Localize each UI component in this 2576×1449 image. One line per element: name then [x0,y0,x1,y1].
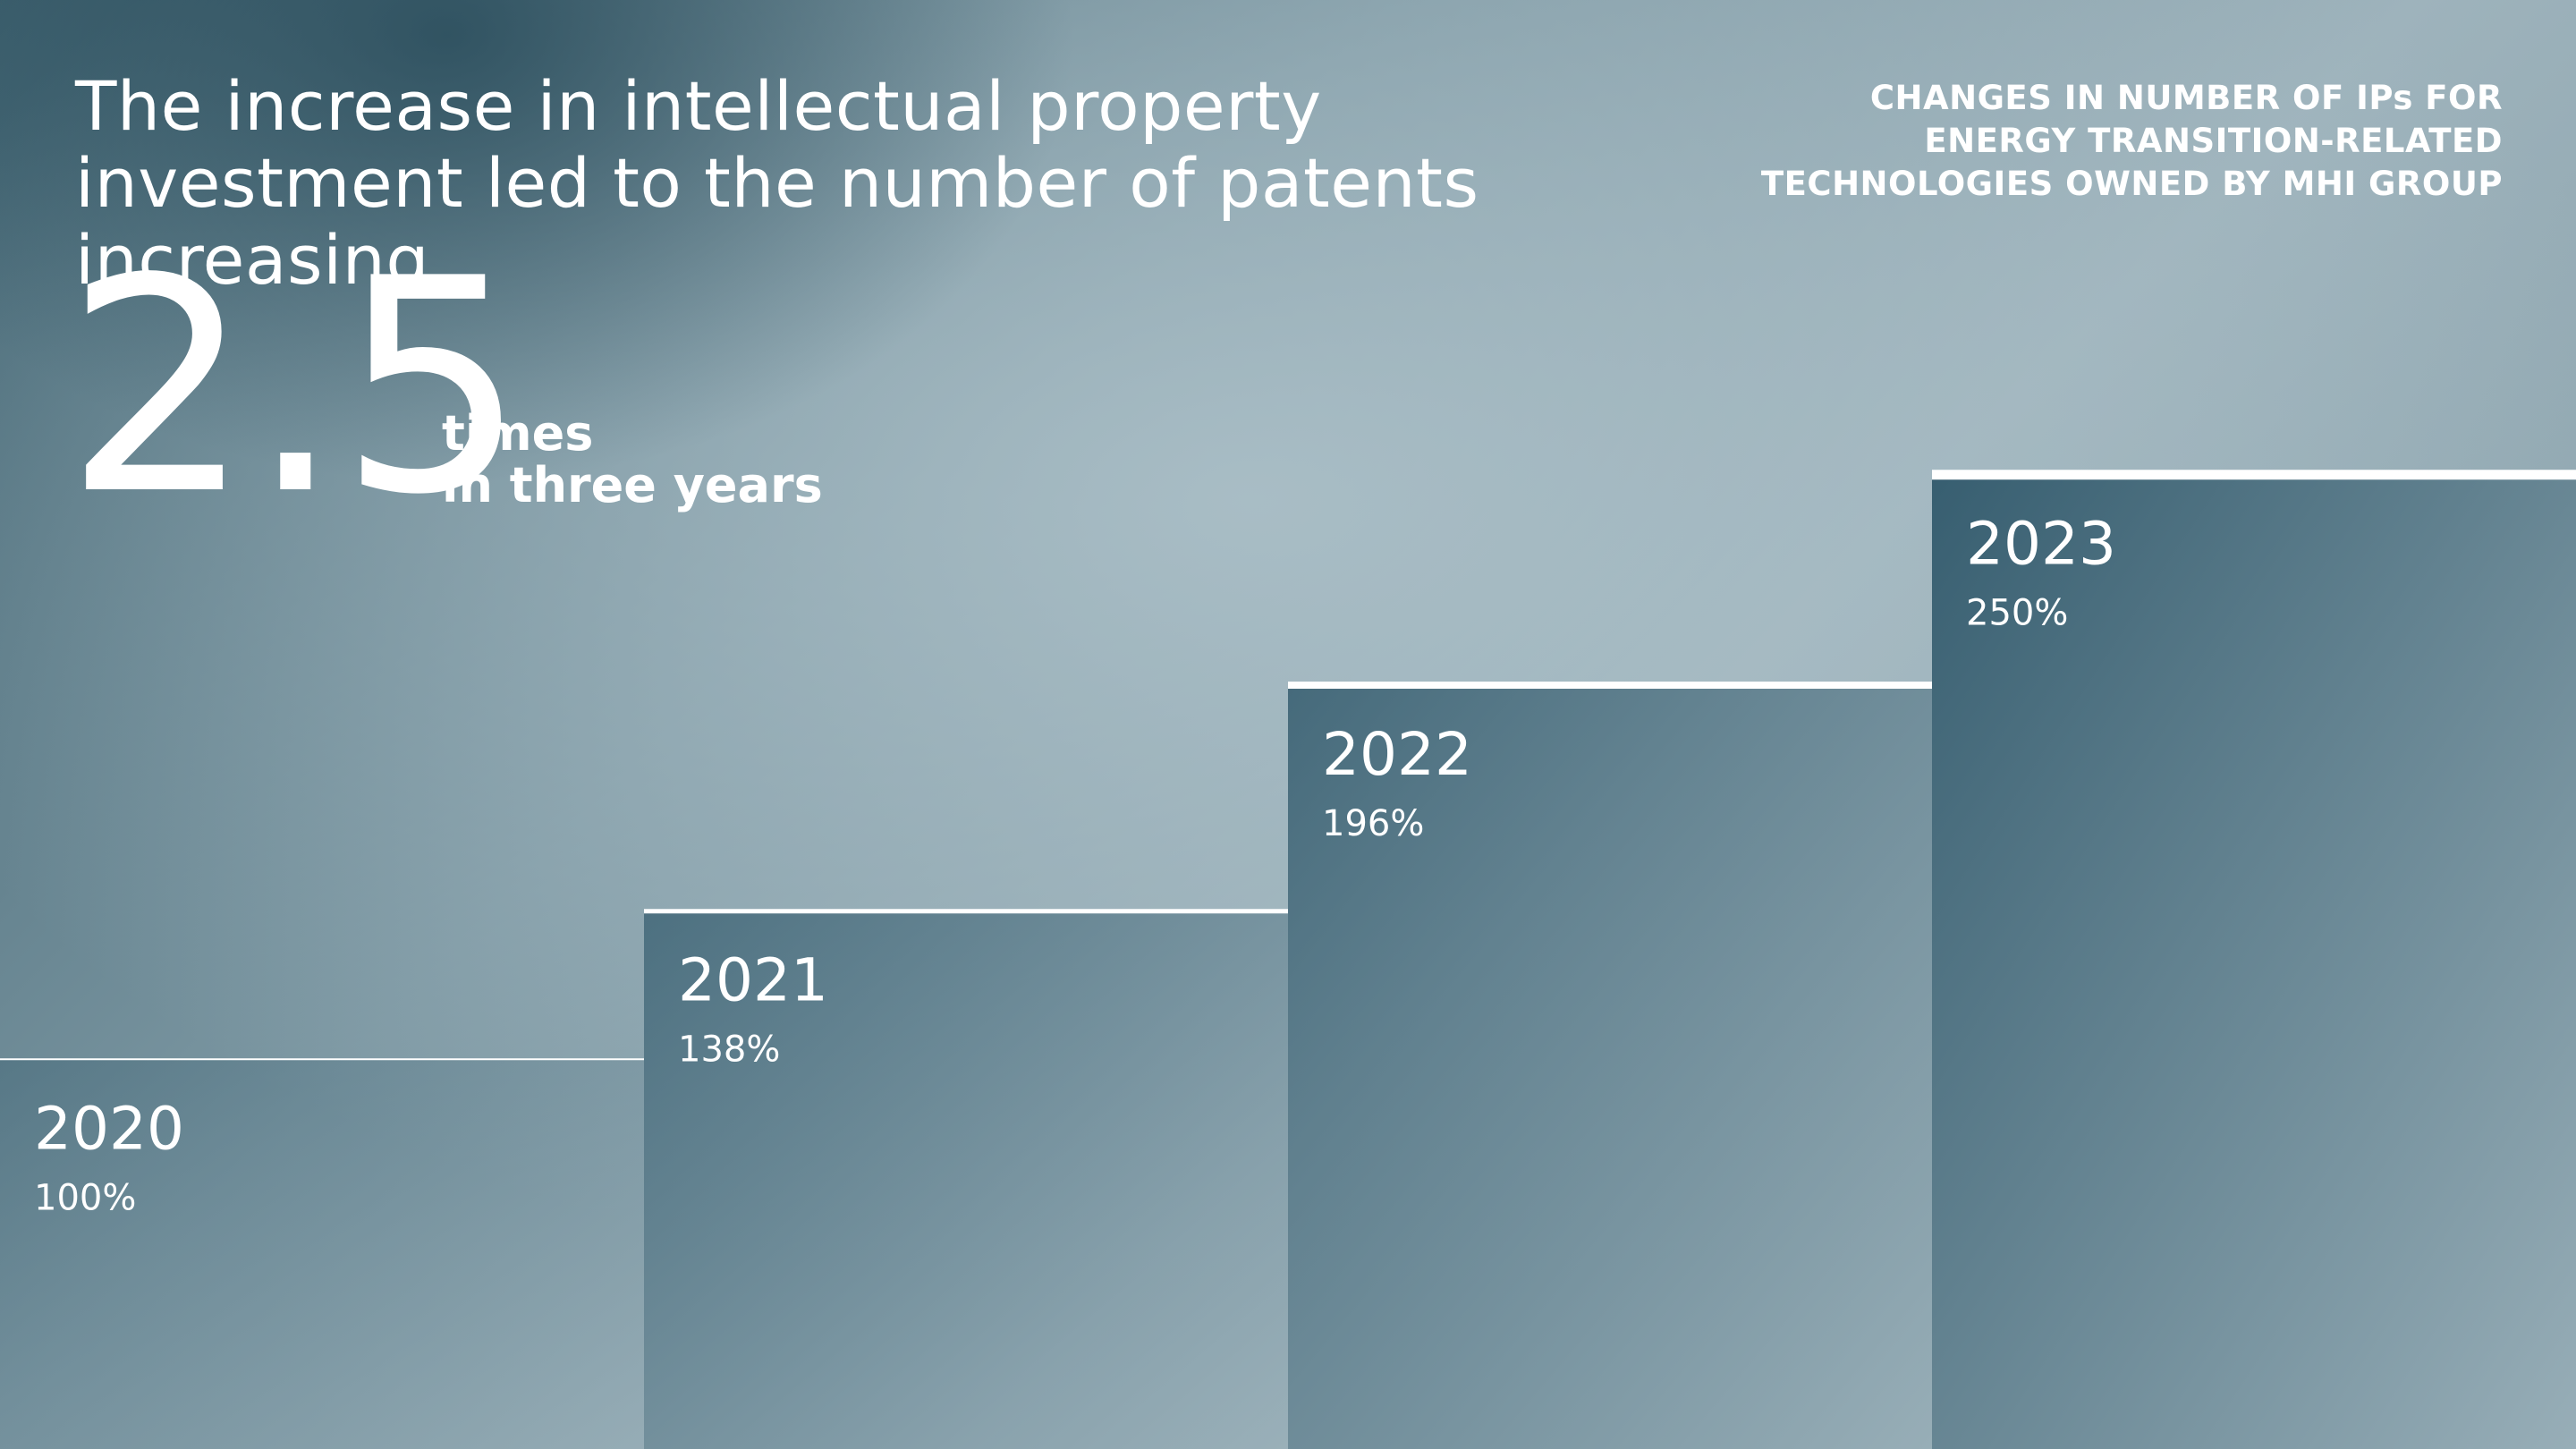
highlight-caption: times in three years [442,408,823,512]
bars-group: 2020 100% 2021 138% 2022 196% 2023 250% [0,470,2576,1449]
bar-year-label-2020: 2020 [34,1094,184,1163]
bar-year-label-2021: 2021 [678,946,828,1015]
bar-year-label-2022: 2022 [1322,720,1472,789]
bar-value-label-2022: 196% [1322,803,1424,844]
bar-value-label-2020: 100% [34,1177,136,1218]
subtitle-line-3: TECHNOLOGIES OWNED BY MHI GROUP [1760,165,2503,203]
bar-2023 [1932,474,2576,1449]
subtitle-line-1: CHANGES IN NUMBER OF IPs FOR [1869,79,2503,117]
bar-2022 [1288,685,1932,1449]
highlight-caption-line-1: times [442,405,594,462]
page-title: The increase in intellectual property in… [75,66,1479,300]
bar-value-label-2023: 250% [1966,593,2068,634]
bar-2021 [644,911,1288,1449]
highlight-value: 2.5 [64,216,527,559]
highlight-caption-line-2: in three years [442,457,823,513]
chart-subtitle: CHANGES IN NUMBER OF IPs FOR ENERGY TRAN… [1698,77,2503,206]
bar-year-label-2023: 2023 [1966,510,2116,579]
bar-value-label-2021: 138% [678,1030,780,1071]
bar-2020 [0,1059,644,1449]
subtitle-line-2: ENERGY TRANSITION-RELATED [1924,122,2503,160]
